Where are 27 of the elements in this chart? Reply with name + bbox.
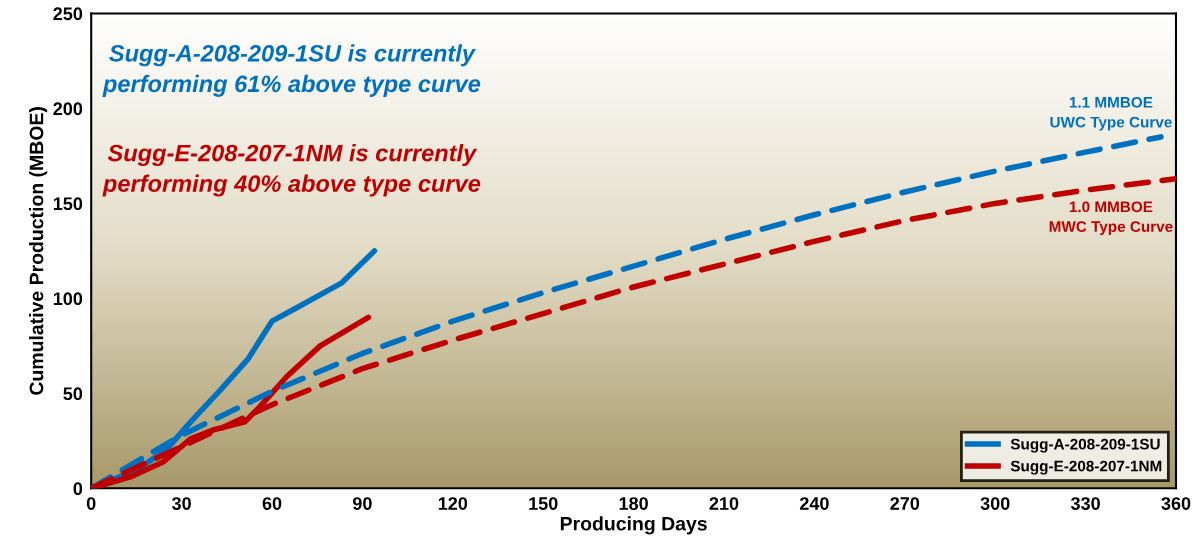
y-tick-label: 100 [53, 292, 83, 306]
x-tick-label: 360 [1161, 497, 1191, 510]
x-tick-label: 270 [890, 497, 920, 510]
x-tick-label: 60 [262, 497, 282, 510]
y-tick-label: 0 [73, 482, 83, 496]
x-tick-label: 240 [799, 497, 829, 510]
x-tick-label: 210 [709, 497, 739, 510]
annotation: Sugg-A-208-209-1SU is currently performing 61% above type curve [102, 44, 481, 97]
y-tick-label: 150 [53, 197, 83, 211]
x-tick-label: 120 [438, 497, 468, 510]
legend-label: Sugg-A-208-209-1SU [1010, 438, 1160, 453]
x-tick-label: 150 [529, 497, 558, 510]
y-tick-label: 50 [63, 387, 83, 401]
annotation: 1.1 MMBOE UWC Type Curve [1050, 96, 1172, 131]
x-tick-label: 0 [86, 497, 96, 510]
y-axis-title: Cumulative Production (MBOE) [29, 107, 48, 395]
y-tick-label: 200 [53, 102, 83, 116]
x-tick-label: 330 [1070, 497, 1100, 510]
annotation: 1.0 MMBOE MWC Type Curve [1049, 201, 1173, 236]
x-axis-title: Producing Days [560, 516, 707, 535]
x-tick-label: 180 [619, 497, 648, 510]
y-tick-label: 250 [53, 7, 83, 21]
x-tick-label: 90 [352, 497, 372, 510]
legend-label: Sugg-E-208-207-1NM [1010, 460, 1162, 475]
annotation: Sugg-E-208-207-1NM is currently performing 40% above type curve [102, 144, 481, 197]
x-tick-label: 30 [171, 497, 191, 510]
x-tick-label: 300 [980, 497, 1010, 510]
